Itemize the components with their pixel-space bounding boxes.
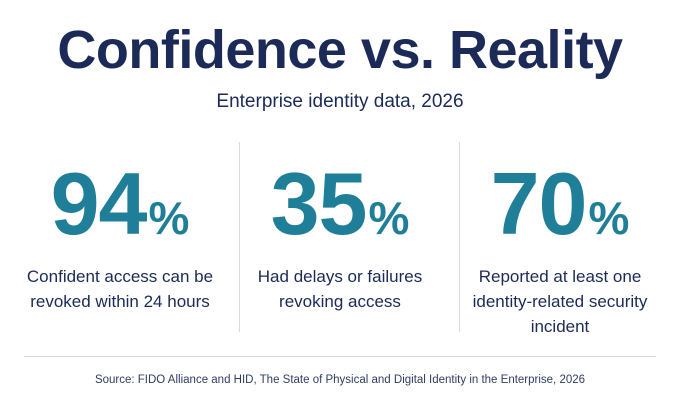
- footer-divider: [24, 356, 656, 357]
- stat-value-revocation-delays: 35%: [230, 154, 450, 254]
- column-divider: [239, 142, 240, 332]
- stat-unit: %: [148, 192, 190, 244]
- stat-card-revocation-delays: 35% Had delays or failures revoking acce…: [230, 142, 450, 332]
- stats-row: 94% Confident access can be revoked with…: [10, 142, 670, 336]
- stat-unit: %: [588, 192, 630, 244]
- stat-number: 35: [270, 154, 368, 253]
- column-divider: [459, 142, 460, 332]
- page-subtitle: Enterprise identity data, 2026: [216, 91, 464, 112]
- stat-card-security-incident: 70% Reported at least one identity-relat…: [450, 142, 670, 336]
- stat-label: Had delays or failures revoking access: [257, 267, 423, 311]
- page-title: Confidence vs. Reality: [57, 20, 623, 80]
- stat-label: Confident access can be revoked within 2…: [26, 267, 214, 311]
- stat-value-revocation-confidence: 94%: [10, 154, 230, 254]
- stat-card-revocation-confidence: 94% Confident access can be revoked with…: [10, 142, 230, 332]
- stat-number: 70: [490, 154, 588, 253]
- stat-number: 94: [50, 154, 148, 253]
- stat-unit: %: [368, 192, 410, 244]
- stat-label: Reported at least one identity-related s…: [472, 267, 648, 336]
- source-note: Source: FIDO Alliance and HID, The State…: [94, 374, 586, 386]
- stat-value-security-incident: 70%: [450, 154, 670, 254]
